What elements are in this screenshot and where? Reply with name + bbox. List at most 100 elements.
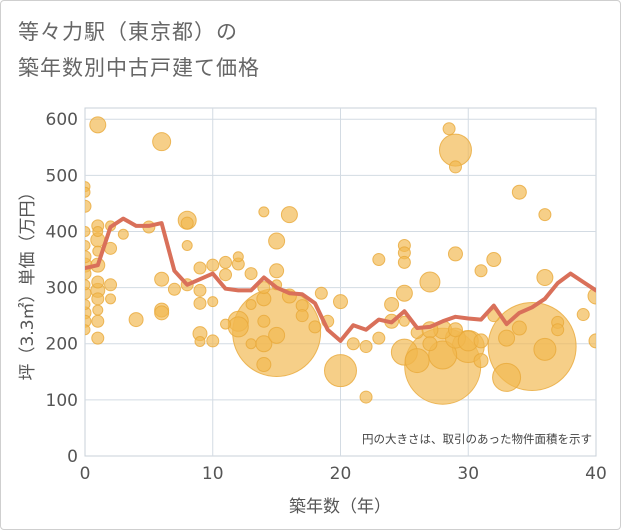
bubble-point [232, 251, 244, 263]
bubble-point [333, 294, 348, 310]
bubble-point [346, 337, 360, 351]
bubble-point [536, 269, 554, 287]
bubble-point [244, 267, 258, 281]
bubble-point [85, 199, 92, 213]
chart-title-line-1: 等々力駅（東京都）の [18, 20, 238, 44]
bubble-point [117, 228, 129, 240]
y-axis-title: 坪（3.3㎡）単価（万円） [18, 183, 38, 380]
bubble-point [220, 318, 232, 330]
bubble-point [447, 246, 463, 262]
bubble-point [193, 283, 207, 297]
bubble-point [576, 308, 590, 322]
bubble-point [257, 314, 271, 328]
bubble-point [295, 309, 309, 323]
bubble-point [359, 340, 373, 354]
bubble-point [91, 314, 105, 328]
bubble-point [269, 263, 285, 279]
x-tick-label: 30 [457, 464, 479, 484]
bubble-point [280, 206, 298, 224]
bubble-point [193, 261, 207, 275]
bubble-point [398, 315, 410, 327]
x-axis-ticks: 0 10 20 30 40 [80, 464, 607, 484]
bubble-point [105, 293, 117, 305]
bubble-point [193, 296, 207, 310]
bubble-point [314, 286, 328, 300]
bubble-point [85, 186, 91, 198]
x-axis-title: 築年数（年） [289, 497, 391, 517]
bubble-point [181, 240, 193, 252]
bubble-point [268, 326, 286, 344]
bubble-point [206, 258, 220, 272]
average-price-line [85, 216, 596, 343]
bubble-point [359, 390, 373, 404]
bubble-point [207, 296, 219, 308]
bubble-point [397, 255, 411, 269]
bubble-point [85, 286, 92, 300]
bubble-point [372, 253, 386, 267]
bubble-series [85, 116, 596, 405]
chart-title: 等々力駅（東京都）の 築年数別中古戸建て価格 [18, 14, 260, 86]
bubble-point [167, 282, 181, 296]
bubble-point [245, 338, 257, 350]
bubble-point [91, 292, 105, 306]
chart-title-line-2: 築年数別中古戸建て価格 [18, 56, 260, 80]
y-tick-label: 200 [46, 335, 78, 355]
bubble-point [85, 250, 92, 264]
bubble-point [91, 275, 105, 289]
bubble-point [180, 216, 194, 230]
bubble-point [324, 354, 357, 388]
bubble-point [588, 333, 596, 349]
y-tick-label: 300 [46, 279, 78, 299]
bubble-point [422, 336, 438, 352]
bubble-point [152, 132, 172, 152]
bubble-point [104, 278, 118, 292]
bubble-point [257, 281, 271, 295]
bubble-point [85, 267, 92, 281]
bubble-point [85, 298, 91, 310]
bubble-point [498, 329, 516, 347]
bubble-point [372, 331, 386, 345]
bubble-point [268, 232, 286, 250]
bubble-point [442, 122, 456, 136]
bubble-point [85, 279, 91, 291]
y-tick-label: 600 [46, 110, 78, 130]
bubble-point [395, 284, 413, 302]
bubble-point [538, 208, 552, 222]
bubble-point [492, 362, 522, 392]
bubble-point [448, 160, 462, 174]
bubble-point [194, 335, 206, 347]
bubble-point [256, 357, 272, 373]
bubble-point [92, 304, 104, 316]
bubble-point [154, 305, 170, 321]
bubble-point [308, 320, 322, 334]
x-tick-label: 40 [585, 464, 607, 484]
bubble-point [533, 337, 557, 361]
bubble-point [85, 225, 91, 237]
bubble-point [384, 296, 400, 312]
x-tick-label: 0 [80, 464, 91, 484]
bubble-point [154, 271, 170, 287]
bubble-point [85, 324, 91, 336]
bubble-point [551, 323, 565, 337]
bubble-point [245, 298, 257, 310]
y-tick-label: 400 [46, 222, 78, 242]
bubble-point [419, 271, 441, 293]
bubble-point [91, 331, 105, 345]
bubble-point [474, 264, 488, 278]
bubble-point [473, 333, 489, 349]
bubble-point [587, 287, 596, 305]
bubble-point [219, 268, 233, 282]
bubble-point [85, 240, 91, 252]
bubble-point [511, 320, 527, 336]
bubble-point [227, 316, 249, 338]
bubble-point [447, 322, 463, 338]
bubble-point [85, 314, 92, 328]
bubble-point [89, 116, 107, 134]
bubble-point [128, 312, 144, 328]
x-tick-label: 10 [202, 464, 224, 484]
size-annotation: 円の大きさは、取引のあった物件面積を示す [362, 432, 592, 446]
y-tick-label: 500 [46, 166, 78, 186]
bubble-point [486, 252, 502, 268]
bubble-point [511, 184, 527, 200]
